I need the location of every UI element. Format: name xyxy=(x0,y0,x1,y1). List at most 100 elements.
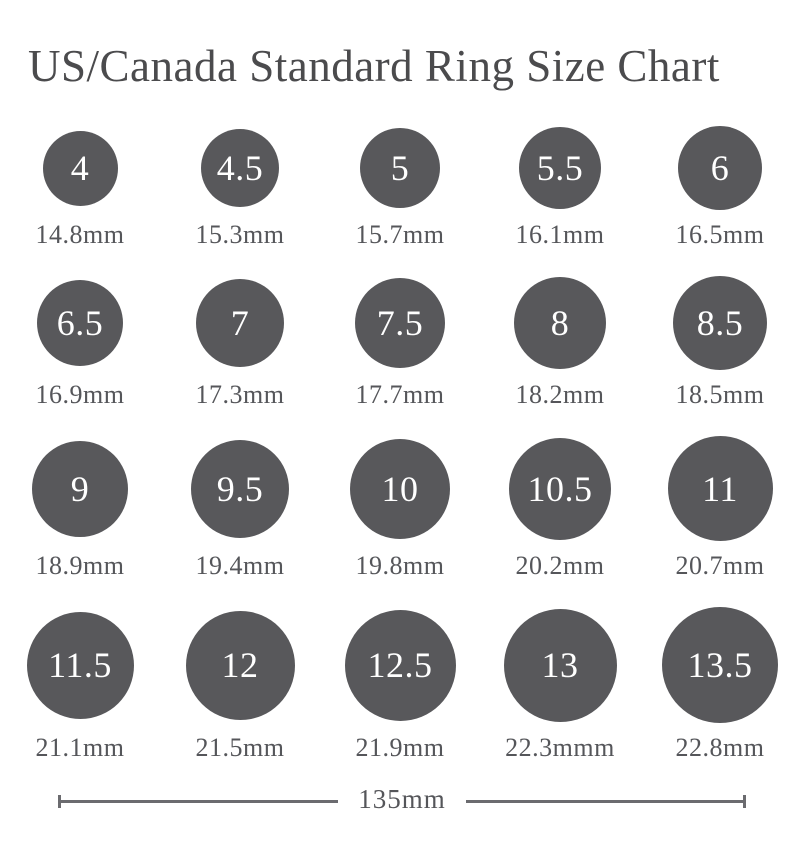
ring-size-number: 6 xyxy=(710,148,730,188)
scale-bar-endcap-right xyxy=(743,795,747,808)
diameter-label: 21.5mm xyxy=(195,733,285,762)
diameter-label: 19.4mm xyxy=(195,551,285,580)
ring-size-number: 13.5 xyxy=(687,645,753,685)
ring-size-cell: 12 21.5mm xyxy=(160,607,320,763)
diameter-label: 14.8mm xyxy=(35,220,125,249)
diameter-label: 16.9mm xyxy=(35,380,125,409)
ring-size-cell: 5.5 16.1mm xyxy=(480,126,640,250)
diameter-label: 22.8mm xyxy=(675,733,765,762)
ring-circle: 6 xyxy=(678,126,762,210)
diameter-label: 18.9mm xyxy=(35,551,125,580)
ring-circle-area: 4 xyxy=(42,126,118,210)
diameter-label: 19.8mm xyxy=(355,551,445,580)
ring-size-cell: 5 15.7mm xyxy=(320,126,480,250)
scale-bar-endcap-left xyxy=(58,795,61,808)
diameter-label: 21.1mm xyxy=(35,733,125,762)
ring-size-number: 12 xyxy=(221,645,259,685)
scale-bar-label: 135mm xyxy=(358,784,446,814)
ring-size-number: 8 xyxy=(550,303,570,343)
ring-size-cell: 13.5 22.8mm xyxy=(640,607,800,763)
ring-size-cell: 8 18.2mm xyxy=(480,276,640,410)
ring-circle-area: 13.5 xyxy=(662,607,778,723)
ring-size-number: 7.5 xyxy=(376,303,424,343)
ring-circle: 5.5 xyxy=(519,127,601,209)
diameter-label: 17.3mm xyxy=(195,380,285,409)
ring-circle: 12 xyxy=(185,610,295,720)
ring-size-cell: 6.5 16.9mm xyxy=(0,276,160,410)
scale-bar: 135mm xyxy=(58,784,747,817)
ring-size-cell: 9.5 19.4mm xyxy=(160,436,320,581)
ring-size-cell: 12.5 21.9mm xyxy=(320,607,480,763)
ring-size-cell: 7 17.3mm xyxy=(160,276,320,410)
ring-chart-grid: 4 14.8mm 4.5 15.3mm 5 15.7mm 5.5 16.1mm 6 16.5mm 6… xyxy=(0,126,800,763)
page-title: US/Canada Standard Ring Size Chart xyxy=(28,41,720,91)
ring-size-cell: 10 19.8mm xyxy=(320,436,480,581)
diameter-label: 15.7mm xyxy=(355,220,445,249)
ring-circle: 5 xyxy=(360,128,440,208)
ring-circle-area: 13 xyxy=(503,607,617,723)
ring-size-number: 4 xyxy=(70,148,90,188)
ring-size-number: 11 xyxy=(702,468,738,509)
ring-circle-area: 6 xyxy=(678,126,762,210)
ring-size-cell: 6 16.5mm xyxy=(640,126,800,250)
diameter-label: 16.1mm xyxy=(515,220,605,249)
ring-size-number: 4.5 xyxy=(216,148,264,188)
diameter-label: 21.9mm xyxy=(355,733,445,762)
diameter-label: 15.3mm xyxy=(195,220,285,249)
scale-bar-line-right xyxy=(465,800,744,803)
ring-circle-area: 12 xyxy=(185,607,295,723)
ring-size-cell: 8.5 18.5mm xyxy=(640,276,800,410)
ring-size-number: 10 xyxy=(381,468,419,509)
ring-circle: 10.5 xyxy=(509,437,611,540)
ring-size-cell: 7.5 17.7mm xyxy=(320,276,480,410)
ring-circle-area: 4.5 xyxy=(201,126,279,210)
ring-size-cell: 11.5 21.1mm xyxy=(0,607,160,763)
ring-size-number: 8.5 xyxy=(696,303,744,343)
ring-size-cell: 13 22.3mmm xyxy=(480,607,640,763)
ring-circle-area: 7 xyxy=(196,276,284,370)
ring-circle-area: 8 xyxy=(514,276,606,370)
ring-size-cell: 9 18.9mm xyxy=(0,436,160,581)
ring-size-number: 5 xyxy=(390,148,410,188)
ring-circle: 12.5 xyxy=(344,609,456,721)
ring-size-cell: 10.5 20.2mm xyxy=(480,436,640,581)
ring-size-number: 11.5 xyxy=(48,645,112,685)
ring-circle: 10 xyxy=(350,438,450,539)
diameter-label: 20.7mm xyxy=(675,551,765,580)
ring-size-cell: 4.5 15.3mm xyxy=(160,126,320,250)
ring-circle-area: 7.5 xyxy=(355,276,445,370)
ring-circle-area: 5.5 xyxy=(519,126,601,210)
scale-bar-line-left xyxy=(61,800,339,803)
ring-circle-area: 8.5 xyxy=(673,276,767,370)
ring-circle-area: 10 xyxy=(350,436,450,541)
ring-size-number: 9 xyxy=(70,468,90,509)
ring-circle-area: 9.5 xyxy=(191,436,289,541)
ring-size-number: 10.5 xyxy=(527,468,593,509)
ring-circle: 7.5 xyxy=(355,278,445,368)
diameter-label: 18.5mm xyxy=(675,380,765,409)
ring-circle: 6.5 xyxy=(37,280,123,366)
diameter-label: 18.2mm xyxy=(515,380,605,409)
ring-circle-area: 11 xyxy=(667,436,773,541)
ring-size-number: 5.5 xyxy=(536,148,584,188)
ring-circle: 8.5 xyxy=(673,276,767,370)
ring-circle-area: 9 xyxy=(32,436,128,541)
diameter-label: 22.3mmm xyxy=(505,733,615,762)
ring-circle: 4 xyxy=(42,130,118,206)
ring-circle: 9 xyxy=(32,440,128,537)
ring-circle-area: 10.5 xyxy=(509,436,611,541)
ring-circle-area: 11.5 xyxy=(26,607,134,723)
ring-circle-area: 12.5 xyxy=(344,607,456,723)
ring-circle: 4.5 xyxy=(201,129,279,207)
ring-circle: 13.5 xyxy=(662,607,778,723)
ring-size-cell: 11 20.7mm xyxy=(640,436,800,581)
ring-circle-area: 6.5 xyxy=(37,276,123,370)
ring-size-cell: 4 14.8mm xyxy=(0,126,160,250)
ring-circle: 13 xyxy=(503,608,617,722)
ring-size-number: 13 xyxy=(541,645,579,685)
diameter-label: 17.7mm xyxy=(355,380,445,409)
ring-circle: 9.5 xyxy=(191,439,289,538)
ring-size-number: 9.5 xyxy=(216,468,264,509)
ring-circle-area: 5 xyxy=(360,126,440,210)
